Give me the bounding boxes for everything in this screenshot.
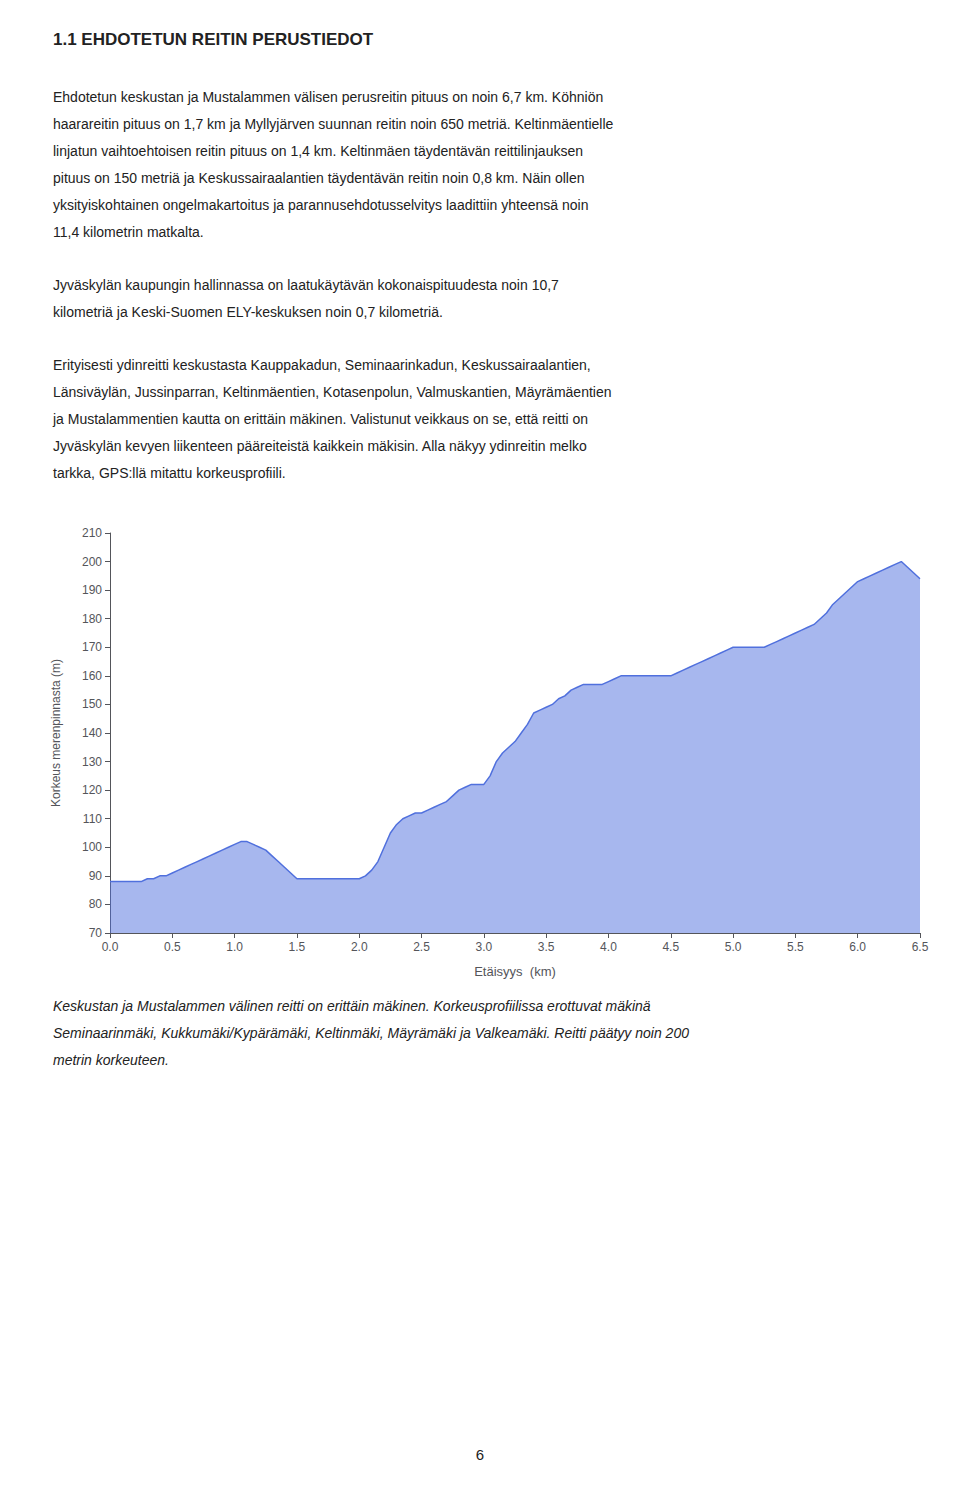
svg-text:2.0: 2.0	[351, 940, 368, 954]
svg-text:130: 130	[82, 755, 102, 769]
svg-text:4.5: 4.5	[662, 940, 679, 954]
svg-text:80: 80	[89, 897, 103, 911]
svg-text:90: 90	[89, 869, 103, 883]
svg-text:0.0: 0.0	[102, 940, 119, 954]
html-text:metrin korkeuteen.: metrin korkeuteen.	[53, 1052, 169, 1068]
svg-text:100: 100	[82, 840, 102, 854]
html-text:6: 6	[475, 1446, 485, 1463]
svg-text:180: 180	[82, 612, 102, 626]
html-text:Jyväskylän kevyen liikenteen p: Jyväskylän kevyen liikenteen pääreiteist…	[53, 438, 587, 454]
svg-text:190: 190	[82, 583, 102, 597]
svg-text:5.0: 5.0	[725, 940, 742, 954]
svg-text:Korkeus merenpinnasta (m): Korkeus merenpinnasta (m)	[49, 659, 63, 807]
html-text:pituus on 150 metriä ja Keskus: pituus on 150 metriä ja Keskussairaalant…	[53, 170, 585, 186]
html-text:tarkka, GPS:llä mitattu korkeu: tarkka, GPS:llä mitattu korkeusprofiili.	[53, 465, 286, 481]
html-text:Erityisesti ydinreitti keskust: Erityisesti ydinreitti keskustasta Kaupp…	[53, 357, 591, 373]
svg-text:4.0: 4.0	[600, 940, 617, 954]
svg-text:2.5: 2.5	[413, 940, 430, 954]
svg-text:Etäisyys (km): Etäisyys (km)	[474, 964, 556, 979]
svg-text:160: 160	[82, 669, 102, 683]
html-text:11,4 kilometrin matkalta.: 11,4 kilometrin matkalta.	[53, 224, 204, 240]
html-text:1.1 EHDOTETUN REITIN PERUSTIED: 1.1 EHDOTETUN REITIN PERUSTIEDOT	[53, 30, 374, 49]
html-text:Länsiväylän, Jussinparran, Kel: Länsiväylän, Jussinparran, Keltinmäentie…	[53, 384, 612, 400]
svg-text:6.0: 6.0	[849, 940, 866, 954]
svg-text:1.0: 1.0	[226, 940, 243, 954]
html-text:haarareitin pituus on 1,7 km j: haarareitin pituus on 1,7 km ja Myllyjär…	[53, 116, 614, 132]
svg-text:110: 110	[83, 812, 102, 826]
html-text:ja Mustalammentien kautta on e: ja Mustalammentien kautta on erittäin mä…	[53, 411, 589, 427]
svg-text:1.5: 1.5	[289, 940, 306, 954]
html-text:yksityiskohtainen ongelmakarto: yksityiskohtainen ongelmakartoitus ja pa…	[53, 197, 589, 213]
svg-text:5.5: 5.5	[787, 940, 804, 954]
html-text:Keskustan ja Mustalammen välin: Keskustan ja Mustalammen välinen reitti …	[53, 998, 651, 1014]
svg-text:210: 210	[82, 526, 102, 540]
svg-text:3.5: 3.5	[538, 940, 555, 954]
html-text:kilometriä ja Keski-Suomen ELY: kilometriä ja Keski-Suomen ELY-keskuksen…	[53, 304, 443, 320]
svg-text:170: 170	[82, 640, 102, 654]
svg-text:200: 200	[82, 555, 102, 569]
html-text:Ehdotetun keskustan ja Mustala: Ehdotetun keskustan ja Mustalammen välis…	[53, 89, 604, 105]
html-text:Seminaarinmäki, Kukkumäki/Kypä: Seminaarinmäki, Kukkumäki/Kypärämäki, Ke…	[53, 1025, 689, 1041]
svg-text:150: 150	[82, 697, 102, 711]
html-text:Jyväskylän kaupungin hallinnas: Jyväskylän kaupungin hallinnassa on laat…	[53, 277, 559, 293]
svg-text:0.5: 0.5	[164, 940, 181, 954]
svg-text:120: 120	[82, 783, 102, 797]
html-text:linjatun vaihtoehtoisen reitin: linjatun vaihtoehtoisen reitin pituus on…	[53, 143, 583, 159]
svg-text:6.5: 6.5	[912, 940, 929, 954]
svg-text:3.0: 3.0	[476, 940, 493, 954]
svg-text:70: 70	[89, 926, 103, 940]
svg-text:140: 140	[82, 726, 102, 740]
